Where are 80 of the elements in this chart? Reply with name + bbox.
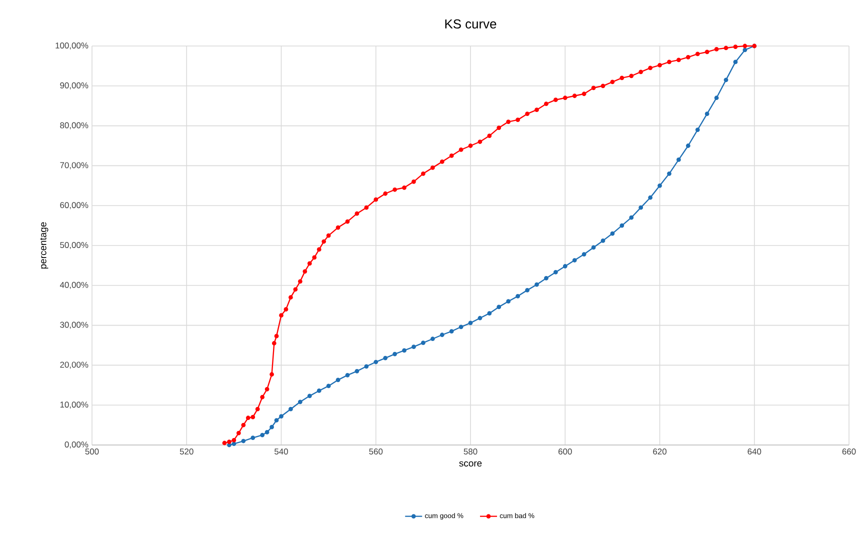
y-tick-label: 30,00%: [60, 322, 88, 329]
point: [667, 171, 672, 176]
point: [250, 436, 256, 440]
point: [279, 414, 284, 418]
point: [686, 144, 690, 148]
y-tick-label: 70,00%: [60, 162, 88, 170]
point: [487, 311, 492, 316]
y-axis-title: percentage: [40, 222, 48, 269]
point: [383, 356, 388, 360]
point: [264, 430, 270, 434]
point: [506, 299, 511, 304]
y-tick-label: 100,00%: [56, 42, 88, 50]
point: [298, 400, 302, 404]
point: [553, 270, 558, 274]
x-tick-label: 640: [748, 448, 762, 455]
point: [534, 282, 539, 287]
point: [496, 304, 502, 310]
point: [232, 442, 236, 446]
y-tick-label: 0,00%: [64, 442, 88, 448]
point: [458, 324, 464, 330]
point: [620, 223, 624, 228]
y-tick-label: 50,00%: [60, 242, 88, 249]
point: [345, 372, 350, 378]
point: [449, 329, 454, 334]
point: [600, 238, 606, 243]
chart-title: KS curve: [445, 19, 496, 29]
point: [468, 320, 473, 326]
point: [326, 384, 331, 388]
point: [733, 60, 738, 64]
y-tick-label: 40,00%: [60, 282, 88, 289]
x-tick-label: 500: [85, 448, 99, 455]
y-tick-label: 10,00%: [60, 402, 88, 409]
point: [648, 195, 652, 200]
x-tick-label: 520: [180, 448, 194, 455]
point: [364, 364, 369, 369]
point: [478, 316, 482, 320]
point: [562, 264, 568, 268]
point: [374, 360, 378, 364]
y-tick-label: 80,00%: [60, 122, 88, 130]
point: [430, 336, 435, 342]
point: [544, 276, 548, 280]
point: [582, 252, 586, 256]
y-tick-label: 20,00%: [60, 362, 88, 369]
x-tick-label: 560: [369, 448, 383, 455]
point: [724, 78, 728, 82]
point: [704, 112, 710, 116]
x-axis-title: score: [459, 461, 482, 467]
x-tick-label: 600: [558, 448, 572, 455]
point: [288, 406, 293, 412]
x-tick-label: 540: [274, 448, 288, 455]
x-tick-label: 660: [842, 448, 856, 455]
point: [270, 424, 274, 430]
x-tick-label: 580: [464, 448, 478, 455]
point: [714, 96, 719, 100]
y-tick-label: 60,00%: [60, 202, 88, 210]
point: [392, 352, 397, 356]
point: [658, 183, 662, 188]
y-tick-label: 90,00%: [60, 82, 88, 90]
point: [742, 48, 748, 52]
point: [336, 378, 340, 382]
point: [316, 388, 322, 393]
point: [629, 215, 634, 220]
point: [402, 348, 406, 353]
point: [572, 258, 577, 262]
point: [638, 205, 644, 210]
point: [516, 294, 520, 298]
point: [260, 432, 265, 438]
point: [440, 332, 444, 338]
point: [591, 245, 596, 250]
point: [274, 418, 279, 422]
point: [354, 368, 360, 374]
point: [412, 344, 416, 350]
point: [307, 394, 312, 398]
x-tick-label: 620: [653, 448, 666, 455]
point: [676, 158, 681, 162]
point: [241, 438, 246, 444]
point: [421, 340, 426, 346]
point: [525, 288, 530, 292]
point: [610, 231, 615, 236]
point: [695, 128, 700, 132]
